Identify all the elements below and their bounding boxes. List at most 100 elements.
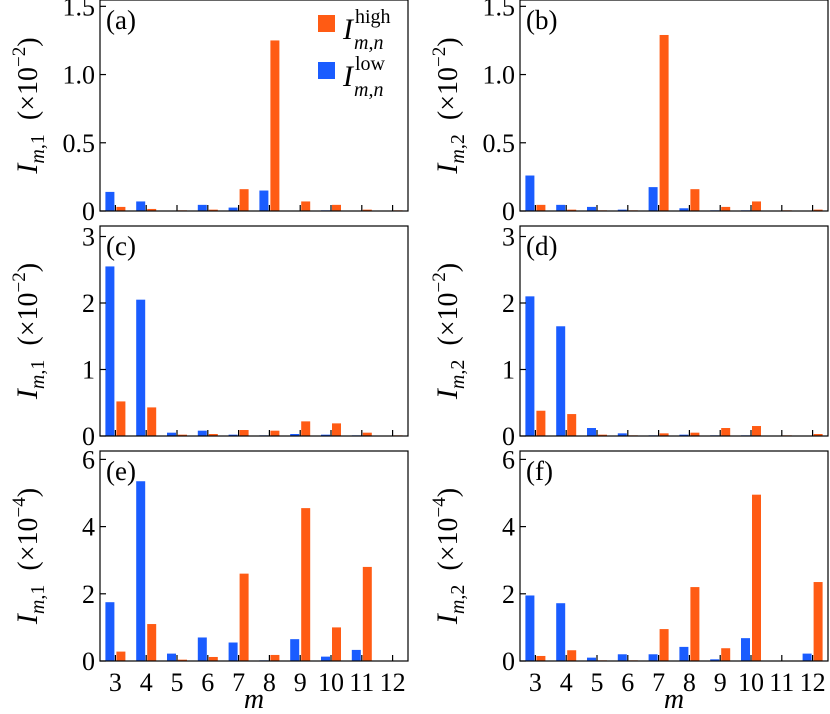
xtick-label: 9 bbox=[714, 668, 727, 697]
bar-low-12 bbox=[802, 653, 812, 661]
bar-high-3 bbox=[116, 651, 126, 661]
bar-high-7 bbox=[239, 430, 249, 436]
bar-high-9 bbox=[301, 421, 311, 436]
panel-label: (f) bbox=[526, 456, 553, 486]
ytick-label: 4 bbox=[82, 513, 95, 542]
xtick-label: 10 bbox=[738, 668, 764, 697]
panel-b: 0 0.5 1.0 1.5 (b) Im,2 (×10−2) bbox=[429, 0, 829, 226]
bar-low-5 bbox=[587, 657, 596, 661]
bar-high-12 bbox=[813, 209, 823, 211]
bar-high-3 bbox=[536, 410, 546, 436]
bar-high-7 bbox=[239, 573, 249, 661]
bar-low-5 bbox=[587, 206, 596, 211]
bar-low-7 bbox=[228, 642, 238, 661]
legend-label-high: I bbox=[342, 13, 355, 46]
bar-high-8 bbox=[690, 189, 700, 211]
bar-high-9 bbox=[301, 201, 311, 211]
ylabel: Im,2 (×10−4) bbox=[429, 488, 469, 625]
bar-high-3 bbox=[536, 655, 546, 661]
bar-low-4 bbox=[136, 201, 146, 211]
bar-high-9 bbox=[721, 428, 731, 436]
bar-low-6 bbox=[617, 654, 627, 661]
bar-low-8 bbox=[679, 208, 689, 211]
bar-high-10 bbox=[332, 627, 341, 661]
xtick-label: 12 bbox=[380, 668, 406, 697]
bar-high-9 bbox=[721, 648, 731, 661]
ytick-label: 0 bbox=[502, 197, 515, 226]
ytick-label: 2 bbox=[502, 580, 515, 609]
ytick-label: 1 bbox=[502, 356, 515, 385]
bar-high-8 bbox=[690, 587, 700, 661]
bar-low-6 bbox=[197, 204, 207, 211]
bar-low-9 bbox=[710, 659, 720, 661]
xtick-label: 6 bbox=[201, 668, 214, 697]
ylabel: Im,1 (×10−4) bbox=[9, 488, 49, 625]
bar-high-10 bbox=[332, 204, 341, 211]
plot-frame bbox=[99, 450, 409, 662]
ytick-label: 2 bbox=[82, 580, 95, 609]
bar-low-9 bbox=[290, 434, 300, 436]
bar-high-4 bbox=[567, 650, 577, 661]
ylabel: Im,1 (×10−2) bbox=[9, 263, 49, 400]
bar-low-8 bbox=[679, 646, 689, 661]
bar-low-10 bbox=[321, 434, 330, 436]
plot-frame bbox=[519, 0, 829, 212]
xtick-label: 8 bbox=[683, 668, 696, 697]
bar-high-6 bbox=[208, 209, 218, 211]
bar-high-11 bbox=[362, 566, 372, 661]
xtick-label: 3 bbox=[109, 668, 122, 697]
bar-high-4 bbox=[147, 624, 157, 661]
bar-high-3 bbox=[536, 204, 546, 211]
legend-swatch-low bbox=[318, 62, 335, 79]
bar-low-3 bbox=[525, 595, 535, 661]
bar-low-5 bbox=[587, 428, 596, 436]
bar-high-5 bbox=[178, 434, 187, 436]
ytick-label: 3 bbox=[82, 223, 95, 252]
bar-high-11 bbox=[362, 209, 372, 211]
bar-low-11 bbox=[351, 649, 361, 661]
ytick-label: 1.0 bbox=[483, 61, 516, 90]
bar-low-4 bbox=[556, 204, 566, 211]
ytick-label: 1.0 bbox=[63, 61, 96, 90]
bar-high-9 bbox=[301, 508, 311, 661]
bar-high-8 bbox=[690, 432, 700, 436]
panel-label: (b) bbox=[526, 5, 557, 35]
bar-low-4 bbox=[136, 299, 146, 436]
xtick-label: 12 bbox=[800, 668, 826, 697]
bar-low-7 bbox=[648, 654, 658, 661]
bar-low-7 bbox=[648, 187, 658, 211]
legend-sup-high: high bbox=[355, 6, 391, 28]
legend-sub-high: m,n bbox=[354, 32, 383, 54]
xtick-label: 5 bbox=[171, 668, 184, 697]
ytick-label: 0 bbox=[502, 422, 515, 451]
legend-swatch-high bbox=[318, 15, 335, 32]
bar-high-6 bbox=[208, 434, 218, 436]
ylabel: Im,2 (×10−2) bbox=[429, 37, 469, 174]
bar-high-5 bbox=[598, 434, 607, 436]
xtick-label: 11 bbox=[769, 668, 794, 697]
bar-low-3 bbox=[105, 191, 115, 211]
bar-low-7 bbox=[228, 207, 238, 211]
xtick-label: 7 bbox=[652, 668, 665, 697]
ytick-label: 6 bbox=[82, 445, 95, 474]
bar-low-3 bbox=[525, 296, 535, 436]
bar-high-11 bbox=[362, 432, 372, 436]
bar-low-4 bbox=[556, 326, 566, 436]
bar-high-3 bbox=[116, 206, 126, 211]
bar-high-4 bbox=[567, 209, 577, 211]
bar-low-3 bbox=[105, 602, 115, 661]
xlabel: m bbox=[664, 684, 684, 714]
bar-high-12 bbox=[813, 582, 823, 661]
panel-label: (e) bbox=[106, 456, 136, 486]
ytick-label: 3 bbox=[502, 223, 515, 252]
legend-label-low: I bbox=[342, 60, 355, 93]
ytick-label: 0 bbox=[82, 422, 95, 451]
bar-low-6 bbox=[617, 433, 627, 436]
bar-low-5 bbox=[167, 653, 176, 661]
plot-frame bbox=[519, 225, 829, 437]
xlabel: m bbox=[244, 684, 264, 714]
ytick-label: 1.5 bbox=[63, 0, 96, 21]
plot-frame bbox=[99, 225, 409, 437]
bar-high-10 bbox=[752, 494, 761, 661]
